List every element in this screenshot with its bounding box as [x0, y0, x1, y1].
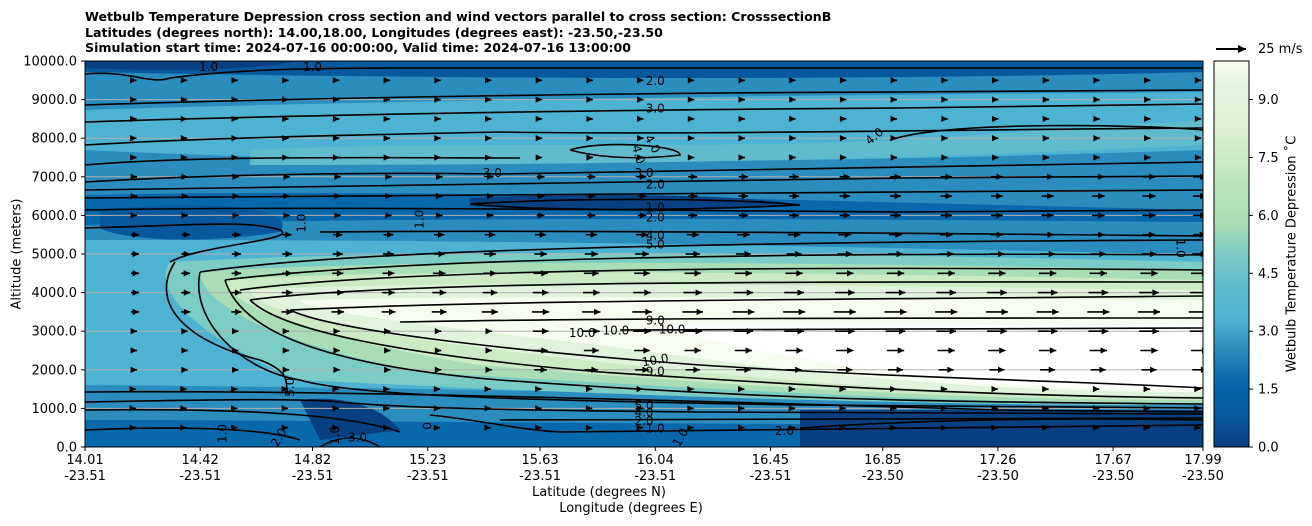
- contour-label: 2.0: [646, 74, 665, 88]
- x-tick-label-lat: 14.42: [181, 453, 219, 468]
- y-tick-label: 5000.0: [32, 248, 78, 263]
- colorbar-tick-label: 7.5: [1258, 151, 1279, 166]
- x-axis-label-latitude: Latitude (degrees N): [532, 485, 666, 500]
- contour-label: 1.0: [646, 201, 665, 215]
- contour-label: 10.0: [569, 326, 596, 340]
- colorbar-tick-label: 0.0: [1258, 441, 1279, 456]
- x-tick-label-lat: 16.04: [636, 453, 674, 468]
- contour-label: 2.0: [646, 178, 665, 192]
- colorbar-ticks: 0.0 1.5 3.0 4.5 6.0 7.5 9.0: [1249, 93, 1279, 456]
- y-axis-label: Altitude (meters): [9, 198, 25, 310]
- colorbar-tick-label: 9.0: [1258, 93, 1279, 108]
- title-line-2: Latitudes (degrees north): 14.00,18.00, …: [85, 24, 663, 40]
- x-tick-label-lat: 14.82: [293, 453, 332, 468]
- x-tick-label-lon: -23.51: [634, 469, 677, 484]
- colorbar-tick-label: 3.0: [1258, 325, 1279, 340]
- y-tick-label: 1000.0: [32, 402, 78, 417]
- colorbar-tick-label: 4.5: [1258, 267, 1279, 282]
- contour-label: 1.0: [1174, 239, 1188, 258]
- x-tick-label-lat: 17.26: [979, 453, 1017, 468]
- contour-label: 2.0: [268, 426, 290, 450]
- y-tick-label: 2000.0: [32, 363, 78, 378]
- x-tick-label-lat: 16.45: [751, 453, 790, 468]
- contour-label: 1.0: [303, 60, 322, 74]
- y-tick-label: 6000.0: [32, 209, 78, 224]
- contour-label: 9.0: [646, 365, 665, 379]
- y-tick-label: 3000.0: [32, 325, 78, 340]
- wind-vectors: [129, 77, 1203, 431]
- y-tick-label: 9000.0: [32, 93, 78, 108]
- x-tick-label-lon: -23.51: [519, 469, 562, 484]
- x-tick-label-lon: -23.51: [291, 469, 334, 484]
- colorbar-label: Wetbulb Temperature Depression ˚C: [1284, 135, 1300, 373]
- contour-label: 5.0: [646, 237, 665, 251]
- colorbar: [1213, 60, 1250, 448]
- contour-label: 5.0: [283, 378, 297, 397]
- title-line-1: Wetbulb Temperature Depression cross sec…: [85, 9, 832, 24]
- x-tick-label-lon: -23.50: [1182, 469, 1224, 484]
- contour-label: 1.0: [646, 421, 665, 435]
- chart-title: Wetbulb Temperature Depression cross sec…: [85, 9, 831, 56]
- y-axis: 0.0 1000.0 2000.0 3000.0 4000.0 5000.0 6000.0 7…: [23, 55, 85, 456]
- x-tick-label-lat: 17.99: [1184, 453, 1222, 468]
- contour-label: 0: [421, 422, 435, 430]
- x-tick-label-lon: -23.50: [861, 469, 904, 484]
- y-tick-label: 7000.0: [32, 170, 78, 185]
- contour-label: 9.0: [646, 313, 665, 327]
- contour-label: 1.0: [294, 214, 308, 233]
- contour-label: 1.0: [328, 426, 342, 445]
- y-tick-label: 4000.0: [32, 286, 78, 301]
- x-tick-label-lon: -23.51: [64, 469, 106, 484]
- x-tick-label-lat: 15.63: [521, 453, 559, 468]
- contour-label: 10.0: [603, 323, 630, 337]
- y-tick-label: 0.0: [56, 441, 77, 456]
- contour-label: 2.0: [646, 210, 665, 224]
- contour-label: 3.0: [483, 166, 502, 180]
- y-tick-label: 10000.0: [23, 55, 77, 70]
- y-tick-label: 8000.0: [32, 132, 78, 147]
- x-tick-label-lon: -23.50: [1092, 469, 1135, 484]
- contour-labels: 1.0 1.02.03.04.04.04.03.0 3.02.01.02.01.01…: [199, 60, 1188, 450]
- contour-label: 1.0: [670, 426, 692, 450]
- x-tick-label-lat: 14.01: [66, 453, 104, 468]
- contour-label: 4.0: [646, 228, 665, 242]
- x-axis-label-longitude: Longitude (degrees E): [559, 501, 703, 516]
- contour-label: 10.0: [641, 351, 670, 369]
- title-line-3: Simulation start time: 2024-07-16 00:00:…: [85, 40, 632, 55]
- x-tick-label-lon: -23.51: [406, 469, 449, 484]
- x-tick-label-lat: 15.23: [409, 453, 447, 468]
- x-tick-label-lat: 17.67: [1094, 453, 1132, 468]
- x-tick-label-lon: -23.51: [179, 469, 222, 484]
- x-tick-label-lon: -23.50: [976, 469, 1019, 484]
- x-tick-label-lon: -23.51: [749, 469, 792, 484]
- contour-label: 1.0: [216, 424, 230, 443]
- contour-label: 2.0: [775, 424, 794, 438]
- wind-key-label: 25 m/s: [1258, 42, 1303, 57]
- contour-label: 10.0: [659, 322, 686, 336]
- contour-label: 1.0: [412, 210, 426, 229]
- contour-label: 1.0: [199, 60, 218, 74]
- colorbar-tick-label: 1.5: [1258, 383, 1279, 398]
- contour-label: 3.0: [348, 430, 367, 444]
- colorbar-tick-label: 6.0: [1258, 209, 1279, 224]
- contour-label: 3.0: [646, 101, 665, 115]
- x-tick-label-lat: 16.85: [864, 453, 902, 468]
- x-axis: [84, 447, 1204, 451]
